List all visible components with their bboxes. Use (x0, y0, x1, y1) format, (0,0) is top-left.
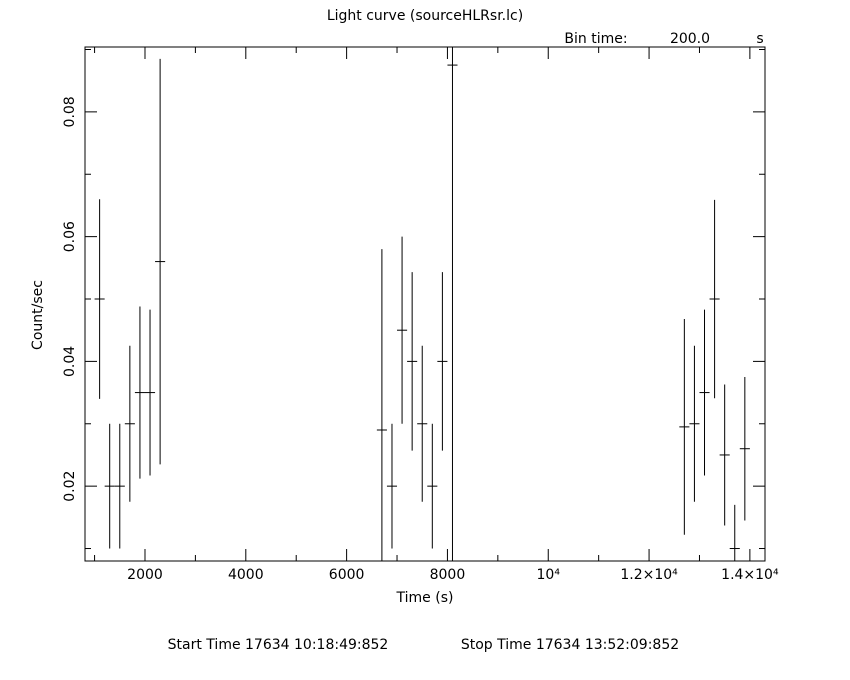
y-axis-label: Count/sec (30, 280, 46, 350)
plot-frame (84, 46, 766, 562)
start-time: Start Time 17634 10:18:49:852 (168, 637, 389, 653)
y-tick-label: 0.02 (62, 471, 78, 502)
x-tick-label: 1.4×10⁴ (721, 567, 779, 583)
stop-time: Stop Time 17634 13:52:09:852 (461, 637, 679, 653)
x-tick-label: 2000 (127, 567, 163, 583)
data-area (94, 47, 750, 561)
x-tick-label: 1.2×10⁴ (620, 567, 678, 583)
x-axis-label: Time (s) (396, 590, 454, 606)
x-tick-label: 8000 (430, 567, 466, 583)
y-tick-label: 0.06 (62, 221, 78, 252)
x-tick-label: 6000 (329, 567, 365, 583)
chart-title: Light curve (sourceHLRsr.lc) (327, 8, 523, 24)
y-tick-label: 0.08 (62, 96, 78, 127)
x-tick-label: 4000 (228, 567, 264, 583)
bin-time: 200.0 (670, 31, 710, 47)
bin-time-unit: s (756, 31, 763, 47)
bin-time-label: Bin time: (564, 31, 627, 47)
x-tick-label: 10⁴ (537, 567, 561, 583)
y-tick-label: 0.04 (62, 346, 78, 377)
